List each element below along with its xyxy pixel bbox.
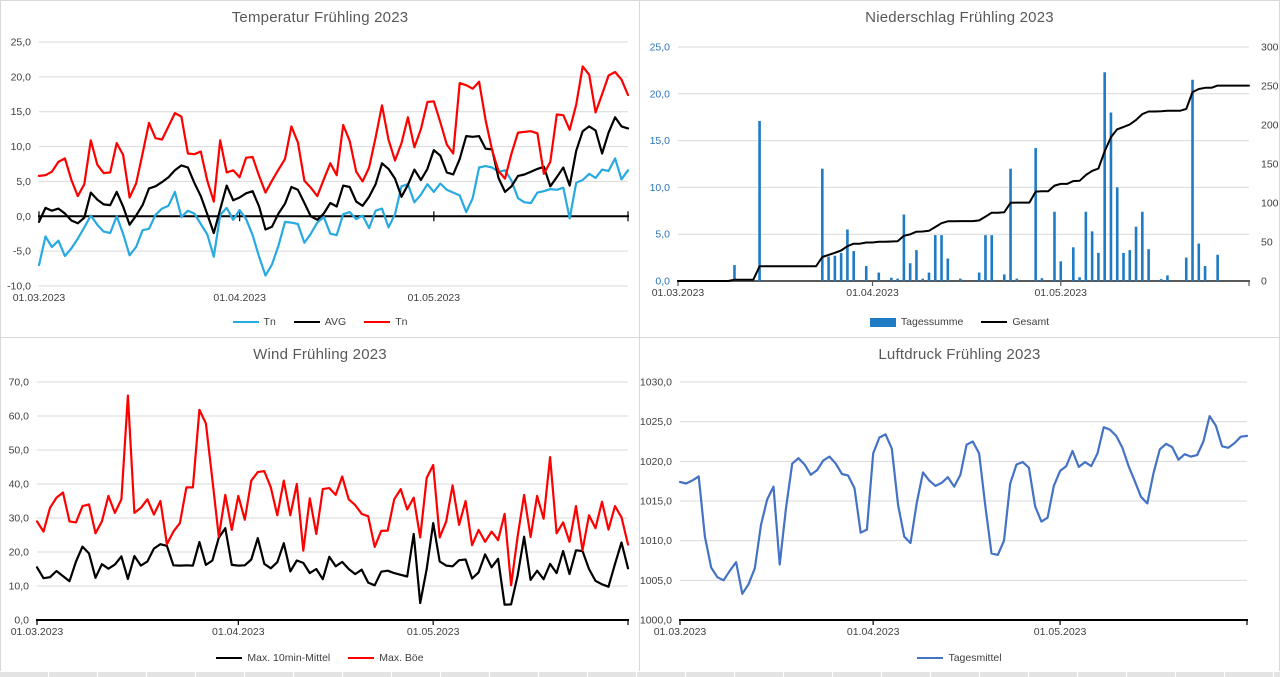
svg-text:10,0: 10,0 bbox=[9, 581, 30, 593]
svg-text:01.03.2023: 01.03.2023 bbox=[652, 287, 705, 299]
svg-text:01.03.2023: 01.03.2023 bbox=[11, 626, 64, 638]
chart-panel-precipitation[interactable]: Niederschlag Frühling 2023 0,0 5,0 10,0 15,… bbox=[639, 0, 1280, 338]
legend-item-tagessumme[interactable]: Tagessumme bbox=[869, 316, 964, 328]
temperature-chart-title: Temperatur Frühling 2023 bbox=[231, 9, 409, 26]
svg-text:25,0: 25,0 bbox=[11, 37, 32, 49]
svg-text:20,0: 20,0 bbox=[11, 71, 32, 83]
legend-item-tagesmittel[interactable]: Tagesmittel bbox=[917, 652, 1002, 664]
svg-text:15,0: 15,0 bbox=[650, 135, 671, 147]
legend-label: Tagessumme bbox=[900, 316, 964, 328]
svg-text:01.03.2023: 01.03.2023 bbox=[654, 626, 707, 638]
legend-label: Tn bbox=[395, 316, 408, 328]
svg-text:70,0: 70,0 bbox=[9, 377, 30, 389]
svg-text:01.05.2023: 01.05.2023 bbox=[407, 626, 460, 638]
legend-label: Gesamt bbox=[1012, 316, 1050, 328]
legend-item-tn-min[interactable]: Tn bbox=[232, 316, 276, 328]
legend-label: Max. Böe bbox=[379, 652, 424, 664]
bar-swatch-icon bbox=[869, 317, 896, 327]
svg-text:50,0: 50,0 bbox=[9, 445, 30, 457]
legend-item-max-boe[interactable]: Max. Böe bbox=[348, 652, 424, 664]
legend-label: Max. 10min-Mittel bbox=[247, 652, 331, 664]
svg-text:01.04.2023: 01.04.2023 bbox=[212, 626, 265, 638]
pressure-chart-title: Luftdruck Frühling 2023 bbox=[878, 346, 1041, 363]
svg-text:40,0: 40,0 bbox=[9, 479, 30, 491]
temperature-legend: Tn AVG Tn bbox=[1, 316, 639, 328]
legend-label: Tagesmittel bbox=[948, 652, 1002, 664]
svg-text:01.04.2023: 01.04.2023 bbox=[847, 626, 900, 638]
chart-panel-pressure[interactable]: Luftdruck Frühling 2023 1000,0 1005,0 1010… bbox=[639, 337, 1280, 672]
svg-text:01.04.2023: 01.04.2023 bbox=[846, 287, 899, 299]
spreadsheet-gridline-strip bbox=[0, 671, 1280, 677]
legend-item-gesamt[interactable]: Gesamt bbox=[981, 316, 1049, 328]
precipitation-chart-title: Niederschlag Frühling 2023 bbox=[865, 9, 1054, 26]
svg-text:20,0: 20,0 bbox=[650, 88, 671, 100]
svg-text:0,0: 0,0 bbox=[14, 615, 29, 627]
gesamt-line-swatch-icon bbox=[981, 320, 1008, 324]
svg-text:1030,0: 1030,0 bbox=[640, 377, 672, 389]
svg-text:300: 300 bbox=[1261, 42, 1279, 54]
svg-text:150: 150 bbox=[1261, 159, 1279, 171]
svg-text:01.04.2023: 01.04.2023 bbox=[213, 292, 266, 304]
svg-text:1020,0: 1020,0 bbox=[640, 456, 672, 468]
wind-legend: Max. 10min-Mittel Max. Böe bbox=[1, 652, 639, 664]
svg-text:01.05.2023: 01.05.2023 bbox=[408, 292, 461, 304]
svg-text:0,0: 0,0 bbox=[655, 276, 670, 288]
precipitation-plot: 0,0 5,0 10,0 15,0 20,0 25,0 0 50 100 150 200 250 300… bbox=[650, 42, 1279, 300]
temperature-plot: -10,0 -5,0 0,0 5,0 10,0 15,0 20,0 25,0 01.03.202… bbox=[7, 37, 630, 304]
svg-text:01.03.2023: 01.03.2023 bbox=[13, 292, 66, 304]
tn-line-swatch-icon bbox=[232, 320, 259, 324]
svg-text:25,0: 25,0 bbox=[650, 42, 671, 54]
svg-text:100: 100 bbox=[1261, 198, 1279, 210]
svg-text:15,0: 15,0 bbox=[11, 106, 32, 118]
svg-text:30,0: 30,0 bbox=[9, 513, 30, 525]
avg-line-swatch-icon bbox=[293, 320, 320, 324]
svg-text:10,0: 10,0 bbox=[650, 182, 671, 194]
tagesmittel-line-swatch-icon bbox=[917, 656, 944, 660]
svg-text:1000,0: 1000,0 bbox=[640, 615, 672, 627]
svg-text:0,0: 0,0 bbox=[16, 211, 31, 223]
svg-text:-5,0: -5,0 bbox=[13, 246, 31, 258]
legend-label: Tn bbox=[263, 316, 276, 328]
svg-text:250: 250 bbox=[1261, 81, 1279, 93]
svg-text:10,0: 10,0 bbox=[11, 141, 32, 153]
legend-item-tn-max[interactable]: Tn bbox=[364, 316, 407, 328]
svg-text:60,0: 60,0 bbox=[9, 411, 30, 423]
svg-text:50: 50 bbox=[1261, 237, 1273, 249]
legend-item-10min-mittel[interactable]: Max. 10min-Mittel bbox=[216, 652, 330, 664]
svg-text:20,0: 20,0 bbox=[9, 547, 30, 559]
svg-text:1010,0: 1010,0 bbox=[640, 535, 672, 547]
svg-text:-10,0: -10,0 bbox=[7, 281, 31, 293]
svg-text:1015,0: 1015,0 bbox=[640, 496, 672, 508]
svg-text:1025,0: 1025,0 bbox=[640, 416, 672, 428]
boe-line-swatch-icon bbox=[348, 656, 375, 660]
pressure-plot: 1000,0 1005,0 1010,0 1015,0 1020,0 1025,0 1030… bbox=[640, 377, 1249, 638]
chart-panel-temperature[interactable]: Temperatur Frühling 2023 -10,0 -5,0 0,0 5,0… bbox=[0, 0, 640, 338]
svg-text:1005,0: 1005,0 bbox=[640, 575, 672, 587]
precipitation-legend: Tagessumme Gesamt bbox=[640, 316, 1279, 328]
legend-item-avg[interactable]: AVG bbox=[293, 316, 347, 328]
legend-label: AVG bbox=[324, 316, 347, 328]
pressure-legend: Tagesmittel bbox=[640, 652, 1279, 664]
svg-text:01.05.2023: 01.05.2023 bbox=[1034, 626, 1087, 638]
chart-panel-wind[interactable]: Wind Frühling 2023 0,0 10,0 20,0 30,0 40,0 50… bbox=[0, 337, 640, 672]
svg-text:200: 200 bbox=[1261, 120, 1279, 132]
tx-line-swatch-icon bbox=[364, 320, 391, 324]
svg-text:01.05.2023: 01.05.2023 bbox=[1034, 287, 1087, 299]
wind-plot: 0,0 10,0 20,0 30,0 40,0 50,0 60,0 70,0 01.03.202… bbox=[9, 377, 630, 638]
wind-chart-title: Wind Frühling 2023 bbox=[253, 346, 387, 363]
mittel-line-swatch-icon bbox=[216, 656, 243, 660]
svg-text:5,0: 5,0 bbox=[655, 229, 670, 241]
svg-text:0: 0 bbox=[1261, 276, 1267, 288]
svg-text:5,0: 5,0 bbox=[16, 176, 31, 188]
